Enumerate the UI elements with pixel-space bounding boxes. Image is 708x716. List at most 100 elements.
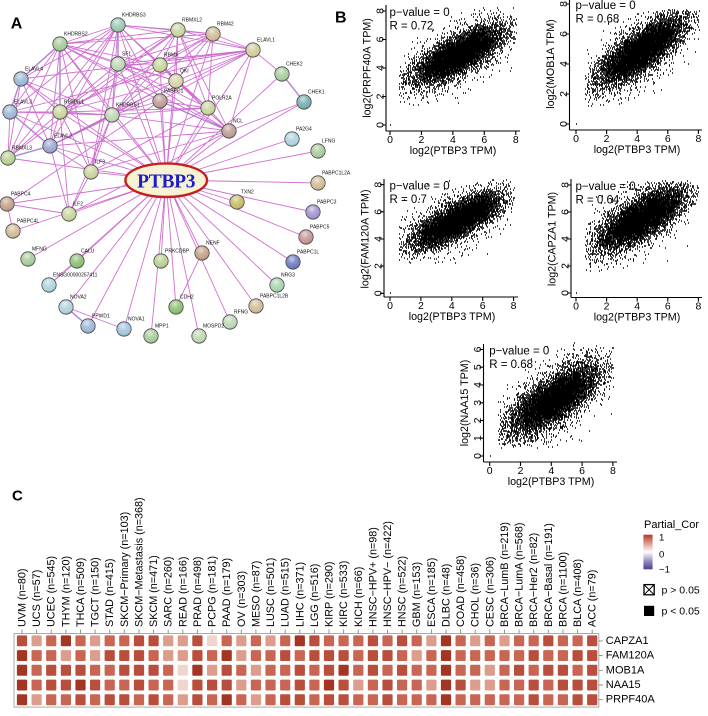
svg-text:LUAD (n=515): LUAD (n=515) — [280, 558, 292, 627]
svg-text:0: 0 — [387, 134, 393, 146]
svg-text:TGCT (n=150): TGCT (n=150) — [90, 557, 102, 627]
svg-text:4: 4 — [634, 133, 640, 145]
svg-text:6: 6 — [472, 346, 484, 352]
svg-text:6: 6 — [579, 465, 585, 477]
svg-text:BRCA−Her2 (n=82): BRCA−Her2 (n=82) — [528, 533, 540, 627]
svg-text:log2(PRPF40A TPM): log2(PRPF40A TPM) — [362, 18, 374, 118]
svg-text:log2(CAPZA1 TPM): log2(CAPZA1 TPM) — [547, 192, 559, 286]
svg-text:KIRP (n=290): KIRP (n=290) — [324, 561, 336, 627]
svg-text:A: A — [11, 16, 23, 33]
svg-text:CHEK2: CHEK2 — [286, 62, 303, 68]
svg-text:2: 2 — [418, 134, 424, 146]
svg-text:ILF2: ILF2 — [73, 202, 83, 208]
svg-text:2: 2 — [604, 300, 610, 312]
svg-text:PABPC1L2A: PABPC1L2A — [322, 171, 351, 177]
svg-text:8: 8 — [513, 134, 519, 146]
svg-text:PABPC1L2B: PABPC1L2B — [260, 294, 289, 300]
svg-text:4: 4 — [472, 382, 484, 388]
svg-text:p−value = 0: p−value = 0 — [390, 181, 450, 193]
svg-text:log2(PTBP3 TPM): log2(PTBP3 TPM) — [594, 311, 681, 323]
svg-text:UVM (n=80): UVM (n=80) — [17, 568, 29, 627]
svg-text:BRCA−LumB (n=219): BRCA−LumB (n=219) — [499, 522, 511, 627]
svg-text:ENSG00000257411: ENSG00000257411 — [53, 273, 98, 279]
svg-text:RBMXL1: RBMXL1 — [64, 100, 84, 106]
svg-text:FAM120A: FAM120A — [606, 650, 655, 662]
svg-text:C: C — [12, 488, 23, 505]
svg-text:PRAD (n=498): PRAD (n=498) — [192, 556, 204, 627]
svg-text:NOVA1: NOVA1 — [128, 317, 145, 323]
svg-text:STAD (n=415): STAD (n=415) — [104, 558, 116, 627]
svg-text:RBMX: RBMX — [164, 53, 179, 59]
svg-text:CHEK1: CHEK1 — [308, 90, 325, 96]
svg-text:4: 4 — [558, 61, 570, 67]
svg-text:NAA15: NAA15 — [606, 679, 641, 691]
svg-text:6: 6 — [481, 134, 487, 146]
svg-text:PRPF40A: PRPF40A — [606, 694, 656, 706]
svg-text:log2(PTBP3 TPM): log2(PTBP3 TPM) — [594, 144, 681, 156]
svg-text:6: 6 — [558, 31, 570, 37]
svg-text:CALU: CALU — [81, 249, 95, 255]
svg-text:1: 1 — [472, 435, 484, 441]
svg-text:SARC (n=260): SARC (n=260) — [163, 556, 175, 627]
svg-text:R = 0.72: R = 0.72 — [390, 21, 434, 33]
svg-text:RBM42: RBM42 — [217, 22, 234, 28]
svg-text:8: 8 — [511, 300, 517, 312]
svg-text:8: 8 — [560, 182, 572, 188]
svg-text:2: 2 — [373, 263, 385, 269]
svg-text:R = 0.64: R = 0.64 — [576, 195, 620, 207]
svg-text:RBMXL2: RBMXL2 — [182, 18, 202, 24]
svg-text:0: 0 — [560, 290, 572, 296]
svg-text:PABPC4L: PABPC4L — [17, 219, 39, 225]
svg-text:CDH2: CDH2 — [180, 295, 194, 301]
svg-text:log2(PTBP3 TPM): log2(PTBP3 TPM) — [409, 311, 496, 323]
svg-text:6: 6 — [560, 209, 572, 215]
svg-text:ACC (n=79): ACC (n=79) — [587, 570, 599, 627]
svg-text:B: B — [335, 10, 347, 27]
svg-text:DLBC (n=48): DLBC (n=48) — [441, 564, 453, 627]
svg-text:8: 8 — [695, 133, 701, 145]
svg-text:CHOL (n=36): CHOL (n=36) — [470, 563, 482, 627]
svg-text:4: 4 — [634, 300, 640, 312]
svg-text:6: 6 — [665, 133, 671, 145]
svg-text:1: 1 — [659, 533, 664, 544]
svg-text:CESC (n=306): CESC (n=306) — [484, 556, 496, 627]
svg-text:NCL: NCL — [233, 119, 243, 125]
svg-text:p−value = 0: p−value = 0 — [489, 346, 549, 358]
svg-text:2: 2 — [604, 133, 610, 145]
svg-text:HNSC−HPV+ (n=98): HNSC−HPV+ (n=98) — [367, 527, 379, 627]
svg-text:2: 2 — [418, 300, 424, 312]
svg-text:0: 0 — [375, 122, 387, 128]
svg-text:KIRC (n=533): KIRC (n=533) — [338, 561, 350, 627]
svg-text:THYM (n=120): THYM (n=120) — [60, 556, 72, 627]
svg-text:QKI: QKI — [180, 69, 189, 75]
svg-text:LIHC (n=371): LIHC (n=371) — [294, 562, 306, 627]
svg-text:KICH (n=66): KICH (n=66) — [353, 567, 365, 627]
svg-text:6: 6 — [480, 300, 486, 312]
svg-text:COAD (n=458): COAD (n=458) — [455, 555, 467, 627]
svg-text:2: 2 — [558, 91, 570, 97]
svg-text:OV (n=303): OV (n=303) — [236, 571, 248, 627]
svg-text:GBM (n=153): GBM (n=153) — [411, 562, 423, 627]
svg-text:MFNG: MFNG — [32, 247, 47, 253]
svg-text:HNSC−HPV− (n=422): HNSC−HPV− (n=422) — [382, 521, 394, 627]
svg-text:KHDRBS3: KHDRBS3 — [122, 13, 146, 19]
svg-text:R = 0.7: R = 0.7 — [390, 194, 427, 206]
svg-text:4: 4 — [449, 300, 455, 312]
svg-text:4: 4 — [560, 236, 572, 242]
svg-text:POLR2A: POLR2A — [212, 96, 232, 102]
svg-text:p−value = 0: p−value = 0 — [390, 7, 450, 19]
svg-text:2: 2 — [518, 465, 524, 477]
svg-text:4: 4 — [375, 65, 387, 71]
svg-text:NRG3: NRG3 — [281, 273, 295, 279]
svg-text:PCPG (n=181): PCPG (n=181) — [207, 556, 219, 627]
svg-text:2: 2 — [375, 93, 387, 99]
svg-text:0: 0 — [373, 290, 385, 296]
svg-text:ELAVL2: ELAVL2 — [54, 134, 72, 140]
svg-text:THCA (n=509): THCA (n=509) — [75, 558, 87, 627]
svg-text:8: 8 — [373, 182, 385, 188]
svg-text:log2(MOB1A TPM): log2(MOB1A TPM) — [545, 19, 557, 109]
svg-text:TXN2: TXN2 — [241, 190, 254, 196]
svg-text:R = 0.68: R = 0.68 — [489, 359, 533, 371]
svg-text:NOVA2: NOVA2 — [70, 295, 87, 301]
svg-text:PRKCDBP: PRKCDBP — [165, 249, 190, 255]
